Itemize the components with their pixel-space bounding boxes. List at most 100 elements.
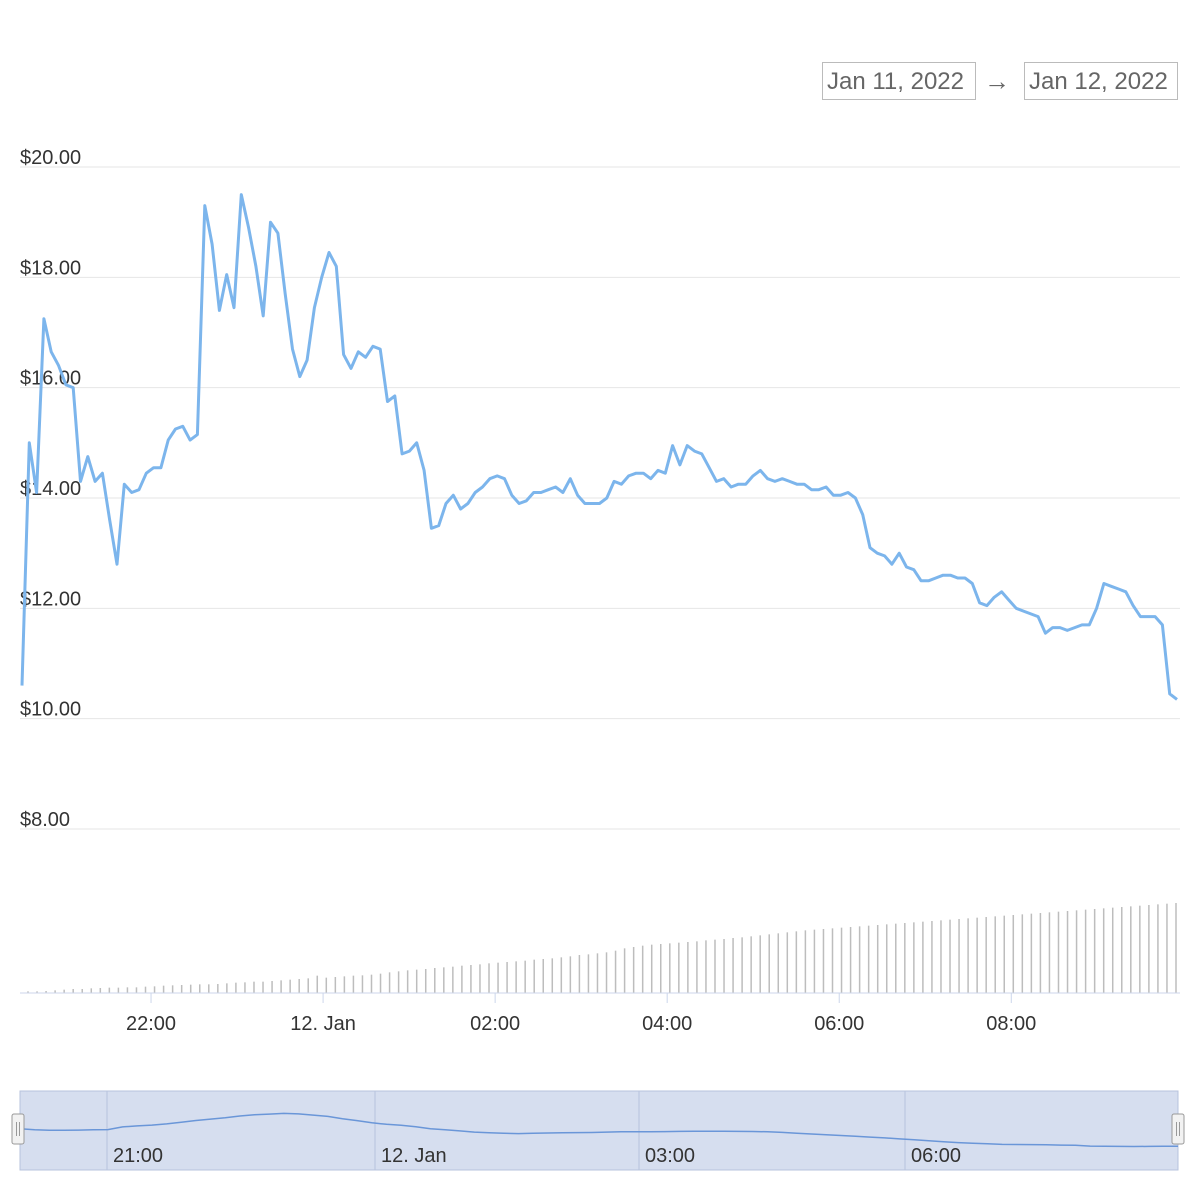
volume-bar: [1111, 907, 1114, 993]
volume-bar: [108, 987, 111, 993]
volume-bar: [1021, 914, 1024, 993]
navigator-handle-body[interactable]: [11, 1113, 25, 1145]
volume-bar: [1084, 909, 1087, 993]
volume-bar: [750, 936, 752, 993]
volume-bar: [1075, 910, 1078, 993]
volume-bar: [262, 981, 264, 993]
volume-bar: [714, 939, 716, 993]
volume-bar: [650, 944, 653, 993]
volume-bar: [1166, 903, 1168, 993]
volume-bar: [45, 991, 47, 993]
navigator-x-labels: 21:00 12. Jan 03:00 06:00: [113, 1145, 961, 1167]
volume-bar: [542, 959, 544, 993]
volume-bar: [280, 980, 282, 993]
volume-bar: [533, 959, 535, 993]
navigator-background: [19, 1090, 1179, 1171]
price-series-line: [20, 193, 1178, 701]
navigator-tick-label: 03:00: [645, 1145, 695, 1167]
volume-bar: [885, 924, 888, 993]
volume-bar: [876, 925, 879, 993]
volume-bar: [660, 944, 662, 993]
volume-bar: [696, 941, 698, 993]
volume-bar: [913, 922, 915, 993]
navigator-right-handle[interactable]: [1171, 1113, 1185, 1145]
volume-bar: [208, 984, 210, 993]
navigator[interactable]: 21:00 12. Jan 03:00 06:00: [11, 1090, 1185, 1171]
volume-bar: [180, 985, 183, 993]
volume-bar: [27, 991, 29, 993]
y-tick-label: $10.00: [20, 699, 81, 721]
volume-bar: [434, 968, 436, 993]
volume-bar: [325, 977, 328, 993]
volume-bar: [316, 975, 319, 993]
volume-bar: [415, 969, 418, 993]
volume-bar: [759, 935, 761, 993]
y-tick-label: $8.00: [20, 809, 70, 831]
volume-bar: [732, 938, 734, 993]
volume-bar: [1003, 915, 1006, 993]
y-tick-label: $12.00: [20, 588, 81, 610]
volume-bar: [849, 927, 852, 993]
volume-bar: [840, 927, 843, 993]
y-tick-label: $20.00: [20, 147, 81, 169]
volume-bar: [741, 937, 743, 993]
volume-bar: [1121, 907, 1123, 993]
volume-bar: [135, 987, 138, 993]
volume-bar: [36, 991, 38, 993]
x-tick-label: 06:00: [814, 1013, 864, 1035]
volume-bar: [506, 962, 508, 993]
volume-bar: [1102, 908, 1105, 993]
volume-bar: [922, 921, 924, 993]
volume-bar: [1030, 913, 1033, 993]
volume-bar: [1157, 904, 1159, 993]
volume-bar: [443, 967, 445, 993]
volume-bar: [397, 971, 400, 993]
volume-bar: [81, 989, 83, 993]
x-axis-labels: 22:00 12. Jan 02:00 04:00 06:00 08:00: [126, 993, 1036, 1035]
volume-bar: [940, 920, 942, 993]
volume-bar: [967, 918, 969, 993]
x-tick-label: 22:00: [126, 1013, 176, 1035]
y-gridlines: [20, 166, 1180, 830]
volume-bar: [388, 972, 391, 993]
x-tick-label: 08:00: [986, 1013, 1036, 1035]
volume-bar: [605, 952, 608, 993]
volume-bar: [1139, 905, 1141, 993]
volume-bar: [424, 969, 427, 993]
volume-bar: [1148, 905, 1150, 993]
volume-bar: [1057, 911, 1060, 993]
range-to-input[interactable]: Jan 12, 2022: [1024, 62, 1178, 100]
volume-bar: [641, 945, 644, 993]
volume-bar: [768, 934, 770, 993]
range-from-input[interactable]: Jan 11, 2022: [822, 62, 976, 100]
volume-bar: [560, 957, 563, 993]
navigator-tick-label: 12. Jan: [381, 1145, 447, 1167]
navigator-series-line: [19, 1112, 1179, 1148]
volume-bar: [307, 978, 309, 993]
volume-bar: [488, 963, 490, 993]
volume-bar: [687, 942, 689, 993]
navigator-tick-label: 21:00: [113, 1145, 163, 1167]
navigator-left-handle[interactable]: [11, 1113, 25, 1145]
volume-bar: [461, 965, 463, 993]
volume-bar: [171, 985, 174, 993]
volume-bar: [804, 930, 807, 993]
volume-bar: [271, 981, 273, 993]
navigator-handle-body[interactable]: [1171, 1113, 1185, 1145]
volume-bar: [678, 942, 680, 993]
volume-bar: [72, 989, 74, 993]
volume-bar: [153, 986, 156, 993]
volume-bar: [189, 984, 192, 993]
volume-bar: [361, 975, 364, 993]
volume-bar: [117, 987, 120, 993]
volume-bar: [352, 975, 355, 993]
volume-bar: [162, 985, 165, 993]
volume-bar: [1048, 912, 1051, 993]
volume-bar: [370, 974, 373, 993]
volume-bar: [795, 931, 798, 993]
volume-bar: [551, 958, 554, 993]
volume-bar: [99, 988, 102, 993]
volume-bar: [1039, 913, 1042, 993]
volume-bar: [298, 979, 300, 993]
